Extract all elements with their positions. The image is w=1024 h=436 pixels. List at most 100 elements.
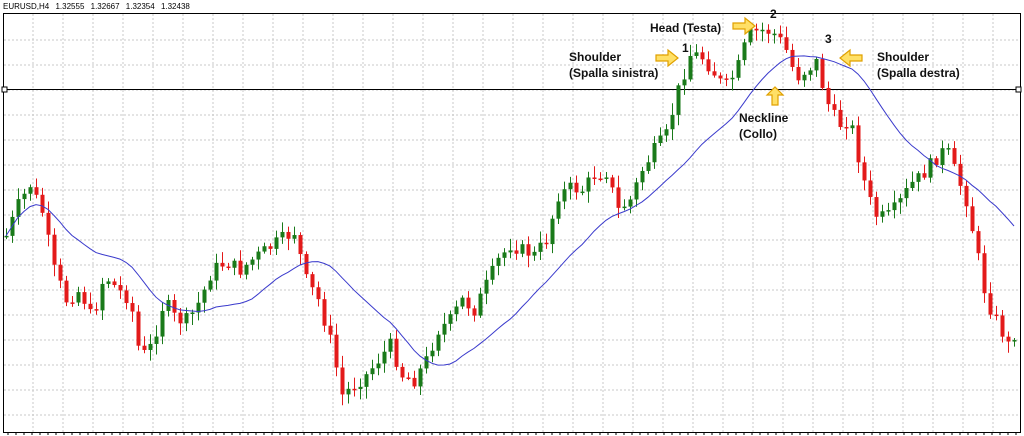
candle-body: [100, 283, 105, 311]
candle-body: [160, 310, 165, 337]
candle-body: [172, 300, 177, 313]
candle-body: [268, 246, 273, 249]
candle-body: [736, 60, 741, 78]
candle-body: [844, 126, 849, 129]
candle-body: [184, 313, 189, 324]
candle-body: [460, 297, 465, 307]
candle-body: [412, 377, 417, 387]
candle-body: [664, 129, 669, 136]
candle-body: [196, 302, 201, 313]
candle-body: [322, 299, 327, 326]
candle-body: [754, 28, 759, 31]
candle-body: [988, 293, 993, 315]
candle-body: [568, 182, 573, 190]
high-value: 1.32667: [90, 2, 120, 11]
candle-body: [340, 367, 345, 395]
candle-body: [832, 104, 837, 110]
point-label-3: 3: [825, 32, 832, 46]
candle-body: [214, 262, 219, 281]
candle-body: [940, 148, 945, 165]
candle-body: [430, 350, 435, 357]
candle-body: [136, 311, 141, 346]
candle-body: [742, 42, 747, 61]
candle-body: [628, 199, 633, 207]
candle-body: [766, 29, 771, 34]
candle-body: [580, 191, 585, 194]
candle-body: [94, 309, 99, 311]
candle-body: [562, 189, 567, 202]
candle-body: [22, 193, 27, 200]
symbol-label: EURUSD,H4: [3, 2, 50, 11]
candle-body: [148, 343, 153, 350]
candle-body: [790, 49, 795, 67]
candle-body: [622, 206, 627, 209]
candle-body: [970, 206, 975, 232]
candle-body: [922, 173, 927, 178]
candle-body: [16, 199, 21, 217]
low-value: 1.32354: [125, 2, 155, 11]
candle-body: [64, 280, 69, 303]
candle-body: [892, 202, 897, 211]
candle-body: [928, 158, 933, 178]
candle-body: [52, 234, 57, 265]
right-shoulder-arrow-icon: [839, 48, 863, 68]
candle-body: [538, 242, 543, 252]
candle-body: [688, 55, 693, 80]
candle-body: [706, 59, 711, 72]
candle-body: [712, 71, 717, 76]
candle-body: [280, 231, 285, 238]
candle-body: [382, 351, 387, 364]
candle-body: [88, 303, 93, 310]
candle-body: [274, 237, 279, 249]
point-label-1: 1: [682, 41, 689, 55]
candle-body: [316, 287, 321, 300]
right-shoulder-line2: (Spalla destra): [877, 66, 960, 80]
candle-body: [190, 312, 195, 315]
candle-body: [298, 235, 303, 255]
candle-body: [154, 336, 159, 344]
candle-body: [616, 187, 621, 208]
left-shoulder-line2: (Spalla sinistra): [569, 66, 659, 80]
right-shoulder-line1: Shoulder: [877, 50, 930, 64]
candle-body: [958, 163, 963, 186]
candle-body: [226, 266, 231, 269]
candle-body: [586, 177, 591, 192]
candle-body: [304, 254, 309, 275]
candle-body: [490, 265, 495, 280]
candle-body: [232, 260, 237, 268]
candle-body: [874, 197, 879, 217]
candle-body: [262, 246, 267, 252]
candle-body: [376, 363, 381, 369]
candle-body: [58, 264, 63, 281]
candle-body: [1012, 340, 1017, 342]
candle-body: [508, 250, 513, 253]
candle-body: [442, 323, 447, 335]
candle-body: [772, 33, 777, 36]
candle-body: [604, 177, 609, 179]
candle-body: [418, 368, 423, 387]
candle-body: [748, 28, 753, 43]
candle-body: [694, 52, 699, 56]
candle-body: [796, 66, 801, 81]
candle-body: [334, 334, 339, 368]
candle-body: [472, 308, 477, 316]
candle-body: [352, 388, 357, 391]
neckline-arrow-icon: [765, 86, 785, 106]
candle-body: [826, 87, 831, 105]
candle-body: [394, 338, 399, 367]
candle-body: [208, 280, 213, 290]
candle-body: [640, 170, 645, 183]
hline-handle-right: [1015, 86, 1022, 93]
candle-body: [910, 181, 915, 189]
candle-body: [946, 148, 951, 150]
candle-body: [610, 177, 615, 188]
candle-body: [310, 274, 315, 288]
candle-body: [496, 257, 501, 266]
neckline-label: Neckline (Collo): [739, 110, 788, 142]
candle-body: [592, 177, 597, 179]
candle-body: [676, 85, 681, 115]
candle-body: [328, 325, 333, 335]
candle-body: [520, 244, 525, 254]
